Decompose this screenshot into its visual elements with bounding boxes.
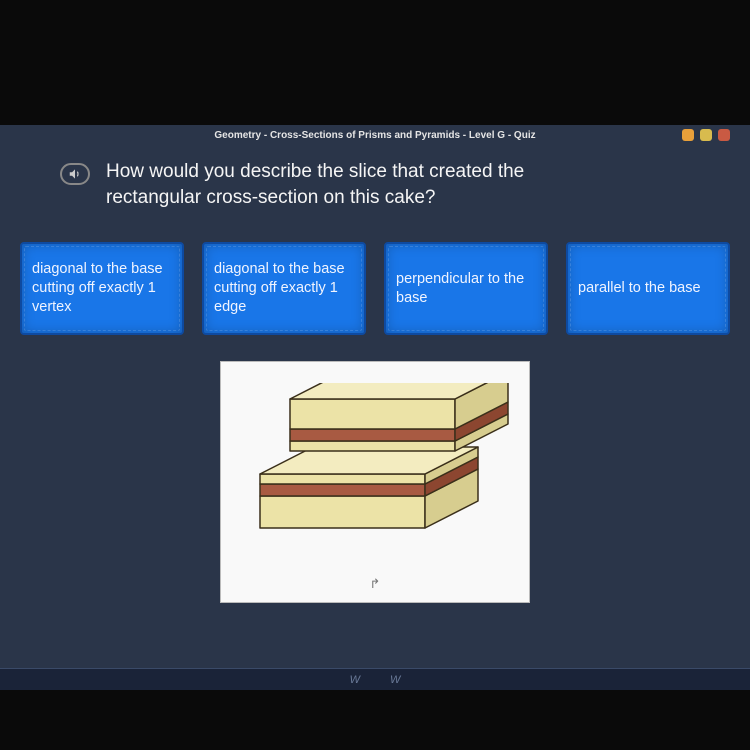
- window-controls: [682, 129, 730, 141]
- option-label: diagonal to the base cutting off exactly…: [32, 260, 172, 317]
- cake-diagram: [240, 383, 510, 563]
- answer-options: diagonal to the base cutting off exactly…: [0, 210, 750, 335]
- speaker-icon: [68, 167, 82, 181]
- taskbar-glyph: W: [350, 674, 360, 686]
- cursor-icon: ↱: [370, 576, 381, 592]
- option-1[interactable]: diagonal to the base cutting off exactly…: [20, 242, 184, 335]
- option-label: perpendicular to the base: [396, 270, 536, 308]
- window-control-close[interactable]: [718, 129, 730, 141]
- question-row: How would you describe the slice that cr…: [0, 145, 750, 210]
- option-2[interactable]: diagonal to the base cutting off exactly…: [202, 242, 366, 335]
- question-line2: rectangular cross-section on this cake?: [106, 187, 436, 208]
- window-control-max[interactable]: [700, 129, 712, 141]
- titlebar-text: Geometry - Cross-Sections of Prisms and …: [214, 130, 535, 141]
- os-taskbar: W W: [0, 668, 750, 690]
- taskbar-glyph: W: [390, 674, 400, 686]
- letterbox-top: [0, 0, 750, 125]
- question-text: How would you describe the slice that cr…: [106, 159, 524, 210]
- window-titlebar: Geometry - Cross-Sections of Prisms and …: [0, 125, 750, 145]
- read-aloud-button[interactable]: [60, 163, 90, 185]
- option-4[interactable]: parallel to the base: [566, 242, 730, 335]
- option-label: parallel to the base: [578, 279, 701, 298]
- letterbox-bottom: [0, 690, 750, 750]
- question-line1: How would you describe the slice that cr…: [106, 161, 524, 182]
- quiz-app-window: Geometry - Cross-Sections of Prisms and …: [0, 125, 750, 690]
- option-label: diagonal to the base cutting off exactly…: [214, 260, 354, 317]
- window-control-min[interactable]: [682, 129, 694, 141]
- option-3[interactable]: perpendicular to the base: [384, 242, 548, 335]
- figure-panel: ↱: [220, 361, 530, 603]
